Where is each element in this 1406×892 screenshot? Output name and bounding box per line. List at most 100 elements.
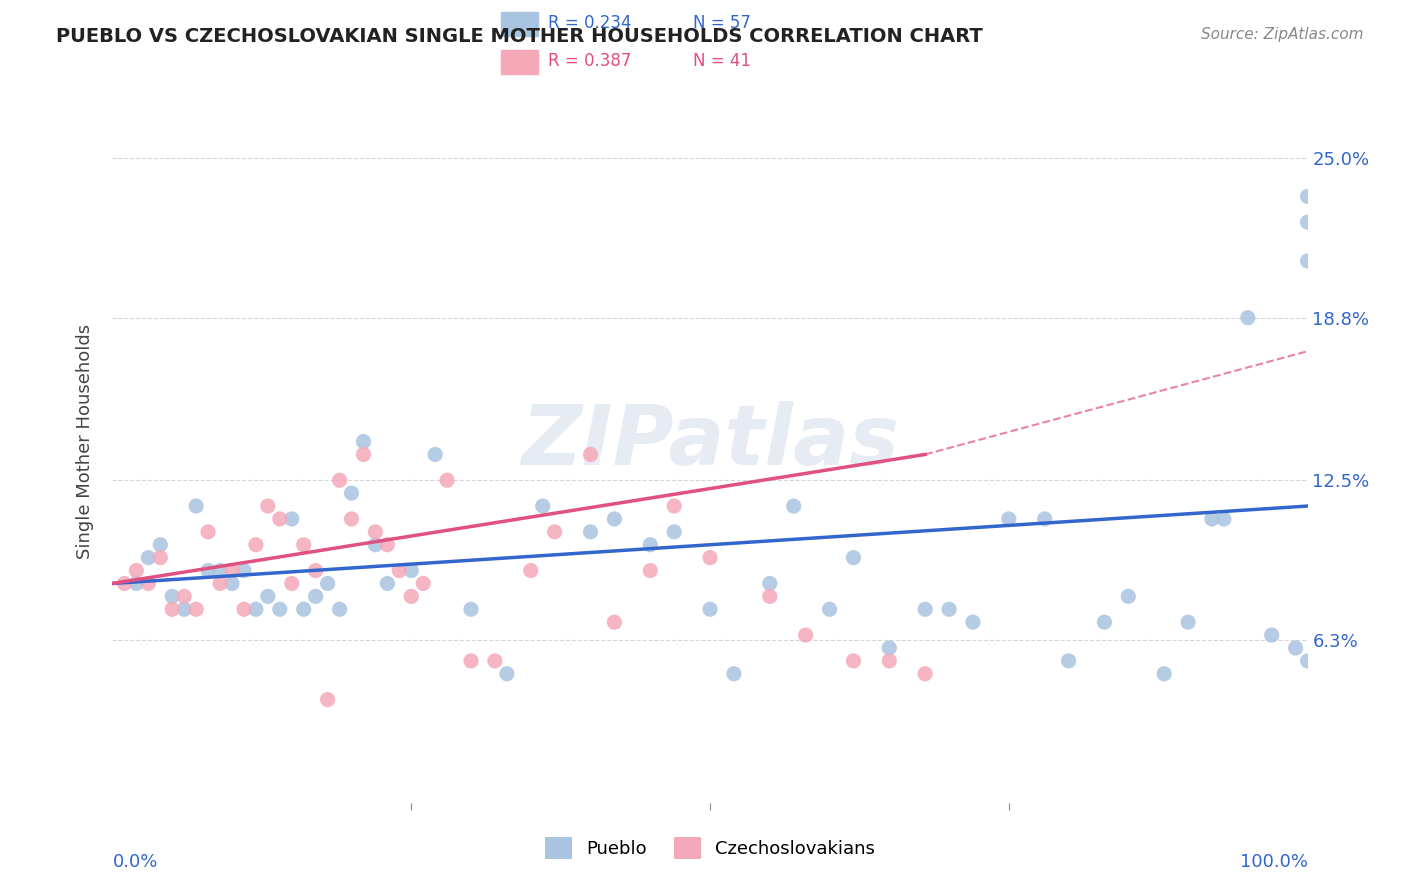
Point	[401, 590, 423, 604]
Point	[340, 512, 363, 526]
Point	[783, 499, 806, 513]
Point	[460, 654, 482, 668]
Point	[138, 576, 160, 591]
Point	[197, 524, 219, 539]
Point	[292, 602, 315, 616]
Point	[364, 524, 387, 539]
Point	[186, 602, 208, 616]
Point	[1033, 512, 1056, 526]
Point	[1261, 628, 1284, 642]
Point	[245, 538, 267, 552]
Point	[412, 576, 434, 591]
Point	[579, 524, 602, 539]
Point	[460, 602, 482, 616]
Point	[496, 666, 519, 681]
Point	[233, 602, 256, 616]
Point	[329, 602, 352, 616]
Point	[138, 550, 160, 565]
Point	[1094, 615, 1116, 630]
Point	[316, 692, 339, 706]
Point	[329, 473, 352, 487]
Point	[292, 538, 315, 552]
Point	[1153, 666, 1175, 681]
Point	[664, 524, 686, 539]
Point	[818, 602, 841, 616]
Point	[281, 576, 304, 591]
Point	[699, 550, 721, 565]
Point	[1296, 254, 1319, 268]
Point	[305, 590, 328, 604]
Point	[759, 590, 782, 604]
Point	[353, 447, 375, 461]
Point	[401, 564, 423, 578]
Point	[579, 447, 602, 461]
Point	[484, 654, 506, 668]
Bar	[502, 12, 538, 37]
Point	[1177, 615, 1199, 630]
Bar	[502, 50, 538, 74]
Point	[759, 576, 782, 591]
Point	[914, 602, 936, 616]
Point	[125, 576, 148, 591]
Point	[1285, 640, 1308, 655]
Point	[794, 628, 817, 642]
Point	[543, 524, 565, 539]
Point	[603, 615, 626, 630]
Point	[149, 550, 172, 565]
Point	[186, 499, 208, 513]
Point	[1213, 512, 1236, 526]
Point	[1201, 512, 1223, 526]
Point	[520, 564, 543, 578]
Text: Source: ZipAtlas.com: Source: ZipAtlas.com	[1201, 27, 1364, 42]
Point	[221, 576, 243, 591]
Point	[1237, 310, 1260, 325]
Point	[436, 473, 458, 487]
Point	[1296, 215, 1319, 229]
Point	[1057, 654, 1080, 668]
Point	[173, 602, 195, 616]
Point	[114, 576, 135, 591]
Point	[221, 564, 243, 578]
Text: N = 57: N = 57	[693, 14, 751, 32]
Point	[603, 512, 626, 526]
Point	[364, 538, 387, 552]
Point	[162, 590, 183, 604]
Legend: Pueblo, Czechoslovakians: Pueblo, Czechoslovakians	[537, 830, 883, 866]
Text: PUEBLO VS CZECHOSLOVAKIAN SINGLE MOTHER HOUSEHOLDS CORRELATION CHART: PUEBLO VS CZECHOSLOVAKIAN SINGLE MOTHER …	[56, 27, 983, 45]
Point	[664, 499, 686, 513]
Point	[879, 640, 901, 655]
Point	[998, 512, 1021, 526]
Point	[377, 576, 399, 591]
Text: 0.0%: 0.0%	[112, 854, 157, 871]
Point	[377, 538, 399, 552]
Point	[209, 564, 232, 578]
Point	[699, 602, 721, 616]
Point	[269, 602, 291, 616]
Point	[842, 550, 865, 565]
Point	[1118, 590, 1140, 604]
Point	[149, 538, 172, 552]
Text: R = 0.387: R = 0.387	[548, 53, 631, 70]
Point	[531, 499, 554, 513]
Point	[938, 602, 960, 616]
Point	[842, 654, 865, 668]
Point	[269, 512, 291, 526]
Point	[640, 564, 662, 578]
Point	[197, 564, 219, 578]
Point	[305, 564, 328, 578]
Point	[353, 434, 375, 449]
Point	[316, 576, 339, 591]
Point	[425, 447, 447, 461]
Point	[245, 602, 267, 616]
Point	[125, 564, 148, 578]
Y-axis label: Single Mother Households: Single Mother Households	[76, 324, 94, 559]
Point	[1296, 654, 1319, 668]
Text: R = 0.234: R = 0.234	[548, 14, 631, 32]
Text: ZIPatlas: ZIPatlas	[522, 401, 898, 482]
Point	[723, 666, 745, 681]
Point	[914, 666, 936, 681]
Point	[209, 576, 232, 591]
Point	[388, 564, 411, 578]
Point	[173, 590, 195, 604]
Point	[257, 499, 280, 513]
